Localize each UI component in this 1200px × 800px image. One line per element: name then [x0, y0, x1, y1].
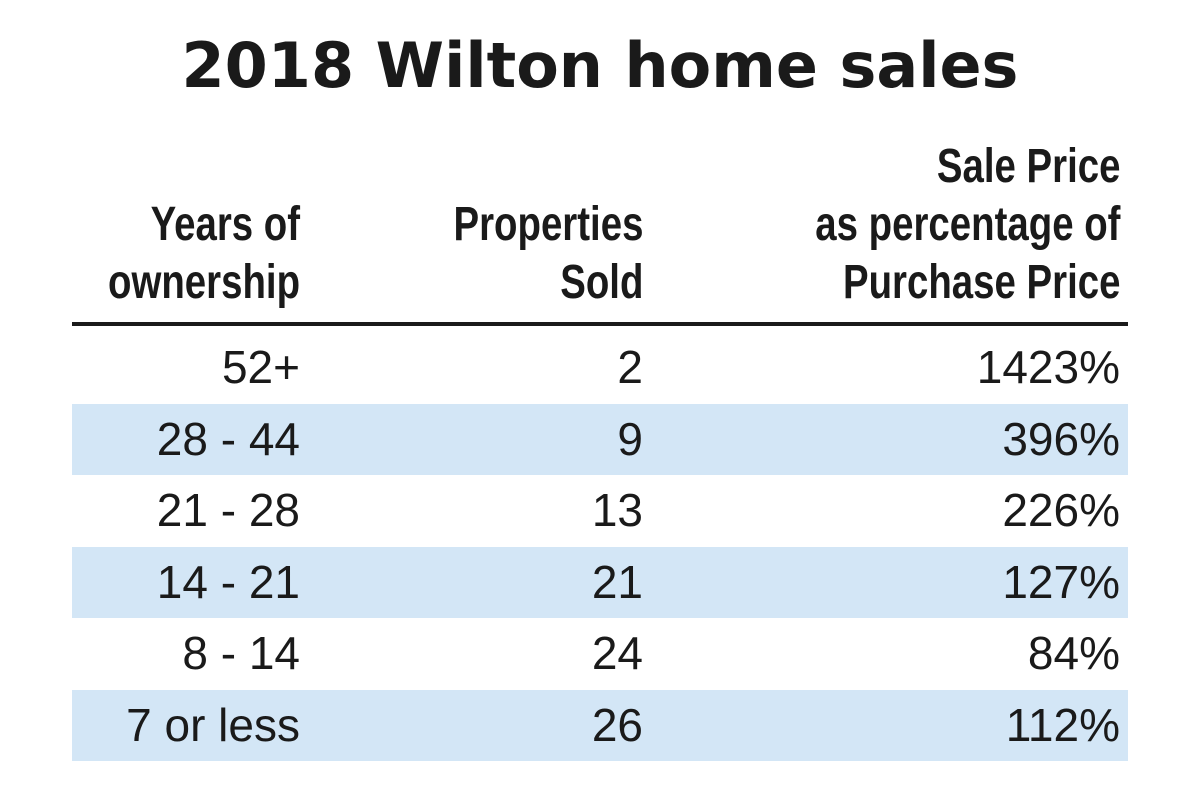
cell-percentage: 1423%: [976, 341, 1120, 393]
table-row: 28 - 44 9 396%: [72, 403, 1128, 475]
table-body: 52+ 2 1423% 28 - 44 9 396% 21 - 28 13 22…: [72, 326, 1128, 761]
header-line: Sold: [559, 256, 643, 309]
header-line: Years of: [150, 198, 300, 251]
home-sales-table: Years of ownership Properties Sold Sale …: [72, 122, 1128, 761]
cell-years: 52+: [221, 341, 300, 393]
table-row: 14 - 21 21 127%: [72, 546, 1128, 618]
cell-percentage: 84%: [1027, 627, 1120, 679]
cell-sold: 24: [591, 627, 643, 679]
table-row: 21 - 28 13 226%: [72, 475, 1128, 547]
cell-years: 28 - 44: [156, 412, 300, 465]
chart-title: 2018 Wilton home sales: [181, 29, 1019, 102]
header-line: ownership: [107, 256, 300, 309]
table-header: Years of ownership Properties Sold Sale …: [72, 122, 1128, 326]
header-line: Properties: [453, 198, 643, 251]
cell-percentage: 396%: [1002, 412, 1120, 465]
cell-percentage: 127%: [1002, 555, 1120, 608]
cell-sold: 2: [617, 341, 643, 393]
table-row: 7 or less 26 112%: [72, 689, 1128, 761]
table-row: 8 - 14 24 84%: [72, 618, 1128, 690]
cell-percentage: 226%: [1002, 484, 1120, 536]
cell-sold: 21: [591, 555, 643, 608]
cell-years: 14 - 21: [156, 555, 300, 608]
header-properties-sold: Properties Sold: [453, 196, 643, 312]
header-line: Purchase Price: [842, 256, 1120, 309]
table-row: 52+ 2 1423%: [72, 332, 1128, 404]
cell-years: 21 - 28: [156, 484, 300, 536]
cell-sold: 13: [591, 484, 643, 536]
cell-years: 7 or less: [126, 698, 300, 751]
cell-sold: 26: [591, 698, 643, 751]
header-line: Sale Price: [936, 140, 1120, 193]
header-sale-price-percentage: Sale Price as percentage of Purchase Pri…: [815, 138, 1120, 312]
cell-years: 8 - 14: [182, 627, 300, 679]
cell-sold: 9: [617, 412, 643, 465]
header-years-of-ownership: Years of ownership: [108, 196, 300, 312]
cell-percentage: 112%: [1005, 698, 1120, 751]
header-line: as percentage of: [814, 198, 1120, 251]
